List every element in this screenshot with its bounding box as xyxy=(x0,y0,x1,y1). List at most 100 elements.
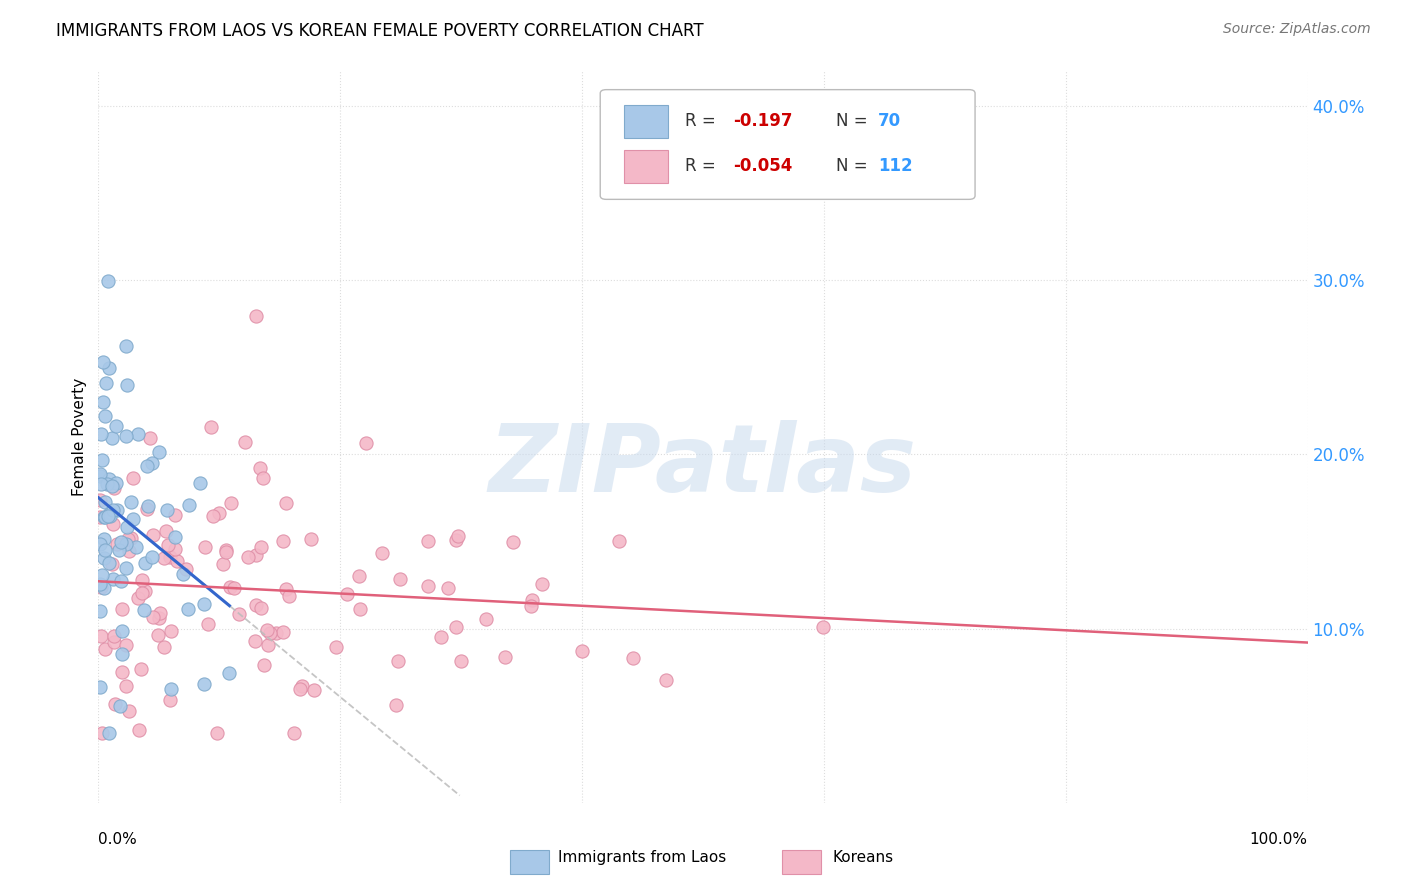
Point xyxy=(120,495,142,509)
Point xyxy=(520,599,543,613)
Text: Source: ZipAtlas.com: Source: ZipAtlas.com xyxy=(1223,22,1371,37)
Point xyxy=(103,516,125,531)
Point xyxy=(259,625,281,640)
Point xyxy=(502,535,524,549)
Point xyxy=(115,339,138,353)
Point xyxy=(385,698,408,713)
Point xyxy=(165,508,187,523)
Point xyxy=(111,665,134,680)
Point xyxy=(104,698,127,712)
Point xyxy=(245,599,267,613)
Point xyxy=(256,623,278,637)
Point xyxy=(91,355,114,369)
Point xyxy=(97,508,120,523)
Point xyxy=(215,543,238,558)
Point xyxy=(94,376,117,391)
Point xyxy=(218,665,240,680)
Point xyxy=(278,590,301,604)
Point xyxy=(138,500,160,514)
Point xyxy=(325,640,347,654)
Point xyxy=(571,644,593,658)
Point xyxy=(447,528,470,542)
Point xyxy=(655,673,678,687)
Point xyxy=(98,509,121,524)
Text: 70: 70 xyxy=(879,112,901,130)
Point xyxy=(89,467,111,481)
Point xyxy=(98,506,121,520)
Point xyxy=(104,475,127,490)
Point xyxy=(245,634,267,648)
Point xyxy=(90,453,112,467)
Point xyxy=(93,509,115,524)
Text: -0.054: -0.054 xyxy=(734,158,793,176)
Point xyxy=(93,532,115,546)
Point xyxy=(160,624,183,638)
Text: R =: R = xyxy=(685,112,725,130)
Point xyxy=(103,630,125,644)
Point xyxy=(127,427,149,442)
Point xyxy=(188,476,211,491)
Point xyxy=(135,502,157,516)
Point xyxy=(160,681,183,696)
Point xyxy=(474,611,496,625)
Text: N =: N = xyxy=(837,158,873,176)
Point xyxy=(193,677,215,691)
Point xyxy=(283,726,305,740)
Point xyxy=(349,602,371,616)
Point xyxy=(347,569,370,583)
Point xyxy=(607,534,630,549)
Point xyxy=(811,620,834,634)
Point xyxy=(208,506,231,520)
Point xyxy=(163,541,186,556)
Text: IMMIGRANTS FROM LAOS VS KOREAN FEMALE POVERTY CORRELATION CHART: IMMIGRANTS FROM LAOS VS KOREAN FEMALE PO… xyxy=(56,22,704,40)
Point xyxy=(110,574,132,588)
Point xyxy=(89,493,111,508)
Point xyxy=(124,540,146,554)
Point xyxy=(91,567,114,582)
Point xyxy=(159,692,181,706)
Point xyxy=(302,682,325,697)
Point xyxy=(371,546,394,560)
Point xyxy=(336,587,359,601)
Point xyxy=(111,602,134,616)
Point xyxy=(134,583,156,598)
Point xyxy=(165,531,187,545)
Point xyxy=(110,535,132,549)
Point xyxy=(105,537,128,551)
Point xyxy=(97,361,120,376)
Point xyxy=(388,572,411,586)
Point xyxy=(148,445,170,459)
Point xyxy=(142,528,165,542)
Point xyxy=(233,434,256,449)
Point xyxy=(98,556,121,570)
Point xyxy=(159,550,181,565)
Point xyxy=(197,617,219,632)
Point xyxy=(117,705,139,719)
Point xyxy=(142,610,165,624)
Point xyxy=(437,581,460,595)
Point xyxy=(219,580,242,594)
Point xyxy=(155,503,177,517)
Point xyxy=(90,426,112,441)
Point xyxy=(202,508,225,523)
Point xyxy=(101,557,124,571)
Text: -0.197: -0.197 xyxy=(734,112,793,130)
Point xyxy=(103,634,125,648)
Point xyxy=(127,591,149,606)
Point xyxy=(101,572,124,586)
Point xyxy=(245,309,267,323)
Point xyxy=(90,580,112,594)
Point xyxy=(89,510,111,524)
Point xyxy=(94,510,117,524)
Point xyxy=(94,642,117,657)
Point xyxy=(115,520,138,534)
Point xyxy=(494,650,516,665)
Point xyxy=(522,593,544,607)
Point xyxy=(155,524,177,539)
Point xyxy=(179,498,201,512)
Point xyxy=(200,420,222,434)
Point xyxy=(115,429,138,443)
Point xyxy=(90,476,112,491)
Point xyxy=(128,723,150,738)
Point xyxy=(250,601,273,615)
